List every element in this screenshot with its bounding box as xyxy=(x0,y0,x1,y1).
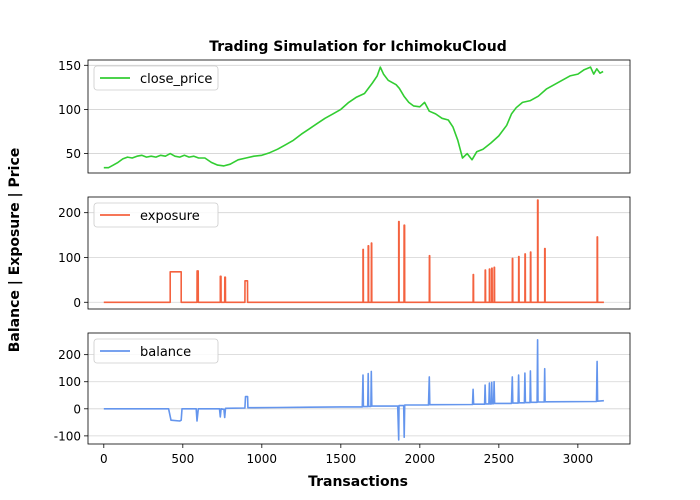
legend-box xyxy=(93,65,219,91)
x-tick-label: 3000 xyxy=(563,452,594,466)
x-tick-label: 1000 xyxy=(247,452,278,466)
y-tick-label: 150 xyxy=(58,59,81,73)
y-tick-label: 200 xyxy=(58,348,81,362)
balance-panel: -100 0 100 200 balance xyxy=(54,332,631,445)
y-tick-label: 100 xyxy=(58,375,81,389)
x-tick-label: 2500 xyxy=(484,452,515,466)
x-axis-label: Transactions xyxy=(308,474,408,490)
x-tick-label: 500 xyxy=(171,452,194,466)
exposure-panel: 0 100 200 exposure xyxy=(58,196,631,310)
x-tick-label: 1500 xyxy=(326,452,357,466)
legend-label: close_price xyxy=(140,72,212,87)
price-panel: 50 100 150 close_price xyxy=(58,59,631,174)
y-tick-label: 200 xyxy=(58,206,81,220)
x-tick-label: 2000 xyxy=(405,452,436,466)
legend-box xyxy=(93,202,219,228)
balance-series-line xyxy=(103,339,604,441)
price-legend: close_price xyxy=(93,65,219,91)
x-tick-label: 0 xyxy=(100,452,108,466)
y-tick-label: -100 xyxy=(54,429,81,443)
y-axis-label: Balance | Exposure | Price xyxy=(7,148,23,353)
exposure-legend: exposure xyxy=(93,202,219,228)
balance-axes-frame xyxy=(87,332,631,445)
legend-box xyxy=(93,338,219,364)
price-axes-frame xyxy=(87,59,631,174)
y-tick-label: 0 xyxy=(73,296,81,310)
y-tick-label: 50 xyxy=(66,147,81,161)
balance-legend: balance xyxy=(93,338,219,364)
chart-panels: 50 100 150 close_price 0 100 200 exposure -100 0 1… xyxy=(54,59,631,466)
chart-title: Trading Simulation for IchimokuCloud xyxy=(209,39,507,55)
exposure-series-line xyxy=(103,199,604,304)
legend-label: exposure xyxy=(140,209,200,224)
exposure-axes-frame xyxy=(87,196,631,310)
y-tick-label: 100 xyxy=(58,251,81,265)
price-series-line xyxy=(103,66,604,169)
y-tick-label: 100 xyxy=(58,103,81,117)
y-tick-label: 0 xyxy=(73,402,81,416)
legend-label: balance xyxy=(140,345,191,360)
